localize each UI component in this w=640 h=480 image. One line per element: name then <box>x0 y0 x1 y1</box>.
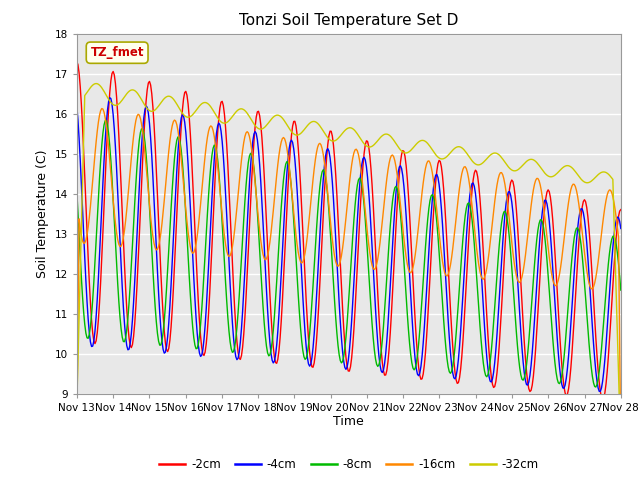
-8cm <box>378 337 386 343</box>
-2cm <box>302 298 310 304</box>
-8cm <box>303 350 311 356</box>
-2cm <box>567 365 575 371</box>
Line: -16cm: -16cm <box>77 108 621 450</box>
-2cm <box>617 207 625 213</box>
-16cm <box>303 233 311 239</box>
-16cm <box>404 266 412 272</box>
-4cm <box>617 226 625 231</box>
-32cm <box>404 149 412 155</box>
Line: -8cm: -8cm <box>77 120 621 387</box>
-32cm <box>474 162 481 168</box>
-4cm <box>303 354 311 360</box>
-8cm <box>474 290 481 296</box>
Title: Tonzi Soil Temperature Set D: Tonzi Soil Temperature Set D <box>239 13 458 28</box>
-32cm <box>73 403 81 409</box>
-16cm <box>243 129 251 134</box>
-4cm <box>474 214 481 220</box>
-2cm <box>599 396 607 402</box>
-16cm <box>474 254 481 260</box>
-4cm <box>404 252 412 257</box>
-2cm <box>73 59 81 64</box>
-32cm <box>303 123 311 129</box>
-32cm <box>568 165 576 170</box>
-4cm <box>596 388 604 394</box>
-8cm <box>243 170 251 176</box>
Line: -4cm: -4cm <box>77 98 621 391</box>
-4cm <box>106 95 113 101</box>
-16cm <box>73 424 81 430</box>
-8cm <box>592 384 600 390</box>
Text: TZ_fmet: TZ_fmet <box>90 46 144 59</box>
-32cm <box>617 448 625 454</box>
-4cm <box>568 304 576 310</box>
Line: -2cm: -2cm <box>77 61 621 399</box>
X-axis label: Time: Time <box>333 415 364 429</box>
-2cm <box>403 176 411 181</box>
-8cm <box>101 118 109 123</box>
-8cm <box>404 326 412 332</box>
-8cm <box>568 255 576 261</box>
Y-axis label: Soil Temperature (C): Soil Temperature (C) <box>36 149 49 278</box>
-16cm <box>378 218 386 224</box>
-32cm <box>243 110 251 116</box>
-32cm <box>92 81 100 86</box>
-8cm <box>617 287 625 293</box>
-4cm <box>378 370 386 375</box>
-32cm <box>378 133 386 139</box>
-4cm <box>243 223 251 228</box>
Legend: -2cm, -4cm, -8cm, -16cm, -32cm: -2cm, -4cm, -8cm, -16cm, -32cm <box>154 454 543 476</box>
-16cm <box>98 106 106 111</box>
-8cm <box>73 188 81 194</box>
-16cm <box>568 183 576 189</box>
-2cm <box>242 295 250 300</box>
Line: -32cm: -32cm <box>77 84 621 451</box>
-2cm <box>473 168 481 174</box>
-2cm <box>378 347 385 353</box>
-4cm <box>73 103 81 108</box>
-16cm <box>617 447 625 453</box>
